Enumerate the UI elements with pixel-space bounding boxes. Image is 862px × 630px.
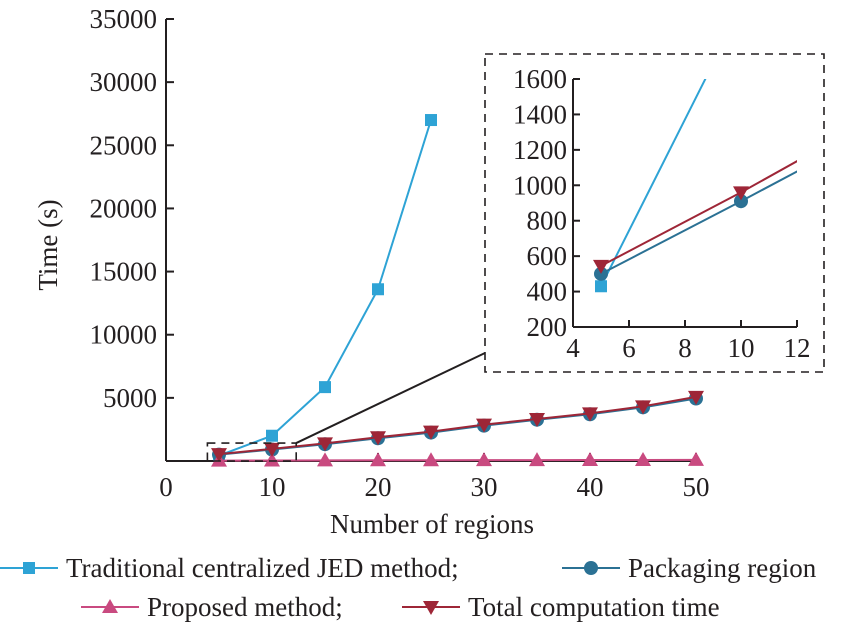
series-triangle-up <box>211 451 704 467</box>
inset-y-tick-label: 1000 <box>513 170 567 200</box>
data-point <box>529 452 545 467</box>
inset-x-tick-label: 4 <box>566 333 580 363</box>
data-point <box>635 451 651 466</box>
inset-series-square <box>595 79 707 293</box>
zoom-connector-line <box>295 352 486 444</box>
data-point <box>423 425 439 440</box>
data-point <box>264 442 280 457</box>
inset-data-point <box>733 186 749 201</box>
data-point <box>211 448 227 463</box>
inset-frame <box>484 53 825 373</box>
y-tick-label: 35000 <box>90 4 158 34</box>
zoom-region-box <box>206 442 297 462</box>
inset-series-line <box>600 79 707 287</box>
legend-item: Total computation time <box>402 592 720 622</box>
data-point <box>372 283 384 296</box>
data-point <box>425 114 437 127</box>
data-point <box>688 390 704 405</box>
data-point <box>582 407 598 422</box>
inset-chart: 200 400 600 800 1000 1200 1400 1600 4 6 8 10 12 <box>513 64 811 363</box>
inset-y-tick-label: 1200 <box>513 135 567 165</box>
y-axis-label: Time (s) <box>33 199 63 290</box>
legend-marker-square <box>23 562 35 574</box>
series-square <box>213 114 437 462</box>
y-tick-label: 20000 <box>90 193 158 223</box>
data-point <box>317 437 333 452</box>
legend-label: Packaging region <box>628 553 817 583</box>
inset-plot-area <box>593 79 797 293</box>
legend-item: Proposed method; <box>81 592 343 622</box>
inset-y-tick-label: 1600 <box>513 64 567 94</box>
data-point <box>266 429 278 442</box>
series-triangle-down <box>211 390 704 463</box>
y-tick-label: 15000 <box>90 257 158 287</box>
x-tick-label: 20 <box>365 472 392 502</box>
y-tick-label: 30000 <box>90 67 158 97</box>
series-line <box>218 119 432 457</box>
data-point <box>370 452 386 467</box>
data-point <box>476 452 492 467</box>
legend-label: Proposed method; <box>147 592 343 622</box>
data-point <box>635 400 651 415</box>
zoom-indicator <box>206 53 825 462</box>
x-tick-label: 40 <box>577 472 604 502</box>
x-tick-label: 50 <box>683 472 710 502</box>
inset-series-line <box>600 170 797 275</box>
legend-marker-triangle-down <box>423 601 439 615</box>
data-point <box>317 452 333 467</box>
data-point <box>319 381 331 394</box>
y-tick-label: 5000 <box>103 383 157 413</box>
data-point <box>423 452 439 467</box>
inset-y-tick-label: 400 <box>527 277 568 307</box>
x-tick-label: 10 <box>259 472 286 502</box>
series-circle <box>212 391 703 462</box>
series-line <box>218 458 697 462</box>
data-point <box>476 418 492 433</box>
inset-data-point <box>593 259 609 274</box>
inset-x-tick-label: 8 <box>678 333 692 363</box>
data-point <box>688 451 704 466</box>
inset-x-tick-label: 12 <box>784 333 811 363</box>
x-axis-label: Number of regions <box>330 509 534 539</box>
inset-series-line <box>600 160 797 267</box>
legend-item: Traditional centralized JED method; <box>0 553 459 583</box>
inset-x-tick-label: 6 <box>622 333 636 363</box>
legend-label: Traditional centralized JED method; <box>66 553 459 583</box>
legend-marker-circle <box>584 561 598 575</box>
data-point <box>529 412 545 427</box>
inset-series-circle <box>594 170 797 281</box>
legend-marker-triangle-up <box>102 599 118 613</box>
inset-series-triangle-down <box>593 160 797 274</box>
data-point <box>264 452 280 467</box>
main-axes: 5000 10000 15000 20000 25000 30000 35000 0 10 20 3… <box>90 4 710 502</box>
inset-y-tick-label: 800 <box>527 206 568 236</box>
main-plot-area <box>211 114 704 467</box>
data-point <box>370 431 386 446</box>
inset-y-tick-label: 600 <box>527 241 568 271</box>
inset-y-tick-label: 200 <box>527 312 568 342</box>
y-tick-label: 10000 <box>90 320 158 350</box>
legend-label: Total computation time <box>468 592 720 622</box>
x-tick-label: 0 <box>159 472 173 502</box>
inset-x-tick-label: 10 <box>728 333 755 363</box>
y-tick-label: 25000 <box>90 130 158 160</box>
inset-data-point <box>595 280 607 293</box>
inset-y-tick-label: 1400 <box>513 99 567 129</box>
legend-item: Packaging region <box>562 553 817 583</box>
data-point <box>582 452 598 467</box>
x-tick-label: 30 <box>471 472 498 502</box>
legend: Traditional centralized JED method; Packa… <box>0 553 817 622</box>
inset-data-point <box>734 194 748 209</box>
series-line <box>218 395 697 456</box>
